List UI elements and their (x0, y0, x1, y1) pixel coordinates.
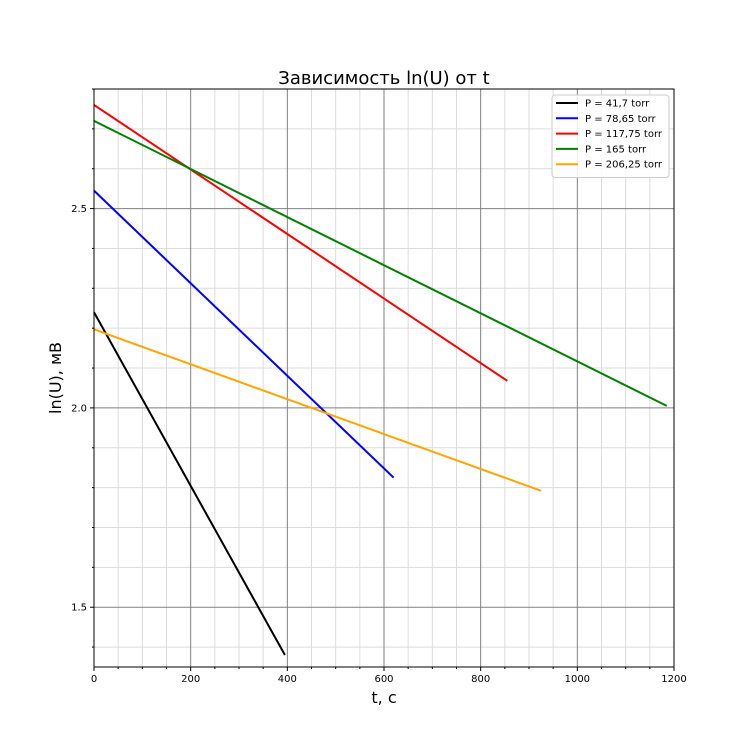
x-tick-label: 0 (91, 674, 97, 685)
legend-box (551, 94, 670, 178)
x-tick-label: 1200 (661, 674, 686, 685)
y-tick-label: 2.5 (71, 204, 87, 215)
series-line-2 (93, 104, 508, 382)
y-tick-label: 2.0 (71, 403, 87, 414)
x-tick-label: 800 (471, 674, 490, 685)
x-tick-label: 1000 (565, 674, 590, 685)
legend-label-1: P = 78,65 torr (585, 114, 657, 125)
legend-label-4: P = 206,25 torr (585, 160, 663, 171)
series-line-3 (93, 119, 668, 407)
legend-label-2: P = 117,75 torr (585, 129, 663, 140)
series-lines (93, 104, 668, 656)
y-axis-label: ln(U), мВ (46, 342, 65, 414)
x-axis-ticks: 0 200 400 600 800 1000 1200 (91, 667, 687, 685)
legend: P = 41,7 torr P = 78,65 torr P = 117,75 to… (551, 94, 670, 178)
x-axis-label: t, c (371, 688, 396, 707)
series-line-1 (93, 189, 395, 479)
chart-title: Зависимость ln(U) от t (278, 68, 489, 89)
x-tick-label: 200 (181, 674, 200, 685)
series-line-0 (93, 311, 286, 656)
legend-label-3: P = 165 torr (585, 144, 647, 155)
series-line-4 (93, 328, 542, 492)
legend-label-0: P = 41,7 torr (585, 99, 650, 110)
y-axis-ticks: 1.5 2.0 2.5 (71, 88, 94, 648)
x-tick-label: 400 (278, 674, 297, 685)
x-tick-label: 600 (374, 674, 393, 685)
y-tick-label: 1.5 (71, 603, 87, 614)
